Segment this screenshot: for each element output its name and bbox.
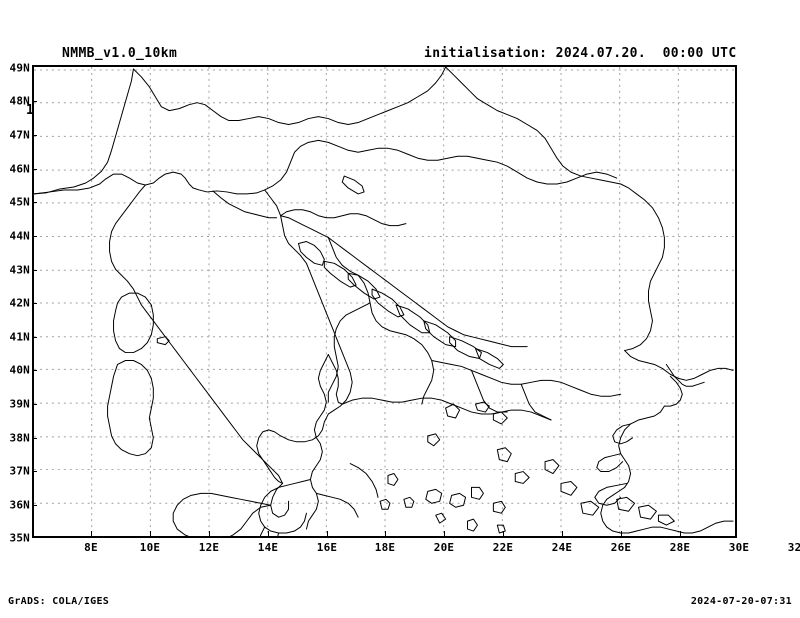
- x-tick-mark: [621, 531, 622, 536]
- y-tick-mark: [32, 169, 37, 170]
- y-tick-mark: [32, 202, 37, 203]
- x-tick-label: 16E: [316, 541, 338, 554]
- map-plot-area: [32, 65, 737, 538]
- gridlines: [34, 67, 735, 536]
- x-tick-label: 14E: [257, 541, 279, 554]
- model-name: NMMB_v1.0_10km: [62, 46, 178, 61]
- x-tick-mark: [503, 531, 504, 536]
- y-tick-mark: [32, 471, 37, 472]
- y-tick-label: 40N: [9, 363, 30, 377]
- x-tick-label: 8E: [84, 541, 98, 554]
- grads-credit: GrADS: COLA/IGES: [8, 596, 110, 607]
- y-tick-mark: [32, 101, 37, 102]
- x-tick-label: 26E: [610, 541, 632, 554]
- y-axis: 49N 48N 47N 46N 45N 44N 43N 42N 41N 40N …: [0, 0, 30, 618]
- y-tick-mark: [32, 270, 37, 271]
- x-tick-mark: [444, 531, 445, 536]
- x-tick-mark: [268, 531, 269, 536]
- y-tick-label: 44N: [9, 229, 30, 243]
- y-tick-label: 48N: [9, 94, 30, 108]
- x-tick-label: 22E: [492, 541, 514, 554]
- y-tick-mark: [32, 404, 37, 405]
- y-tick-label: 36N: [9, 498, 30, 512]
- y-tick-label: 46N: [9, 162, 30, 176]
- x-tick-mark: [385, 531, 386, 536]
- y-tick-mark: [32, 370, 37, 371]
- x-tick-mark: [680, 531, 681, 536]
- y-tick-mark: [32, 505, 37, 506]
- x-tick-label: 30E: [728, 541, 750, 554]
- y-tick-mark: [32, 135, 37, 136]
- x-tick-label: 18E: [374, 541, 396, 554]
- x-tick-mark: [150, 531, 151, 536]
- x-tick-label: 10E: [139, 541, 161, 554]
- y-tick-label: 37N: [9, 464, 30, 478]
- y-tick-mark: [32, 236, 37, 237]
- y-tick-label: 43N: [9, 263, 30, 277]
- y-tick-label: 49N: [9, 61, 30, 75]
- x-tick-label: 20E: [433, 541, 455, 554]
- y-tick-mark: [32, 337, 37, 338]
- y-tick-mark: [32, 438, 37, 439]
- x-tick-label: 12E: [198, 541, 220, 554]
- x-tick-mark: [327, 531, 328, 536]
- x-tick-mark: [209, 531, 210, 536]
- y-tick-label: 39N: [9, 397, 30, 411]
- initialisation-time: initialisation: 2024.07.20. 00:00 UTC: [424, 46, 737, 61]
- x-tick-mark: [91, 531, 92, 536]
- x-tick-label: 24E: [551, 541, 573, 554]
- y-tick-mark: [32, 303, 37, 304]
- x-tick-label: 28E: [669, 541, 691, 554]
- y-tick-label: 35N: [9, 531, 30, 545]
- y-tick-label: 45N: [9, 195, 30, 209]
- render-timestamp: 2024-07-20-07:31: [690, 596, 792, 607]
- map-canvas: [34, 67, 735, 536]
- y-tick-label: 42N: [9, 296, 30, 310]
- y-tick-label: 47N: [9, 128, 30, 142]
- coastlines-and-borders: [34, 67, 734, 536]
- x-tick-mark: [562, 531, 563, 536]
- y-tick-label: 38N: [9, 431, 30, 445]
- y-tick-label: 41N: [9, 330, 30, 344]
- x-tick-label: 32E: [787, 541, 800, 554]
